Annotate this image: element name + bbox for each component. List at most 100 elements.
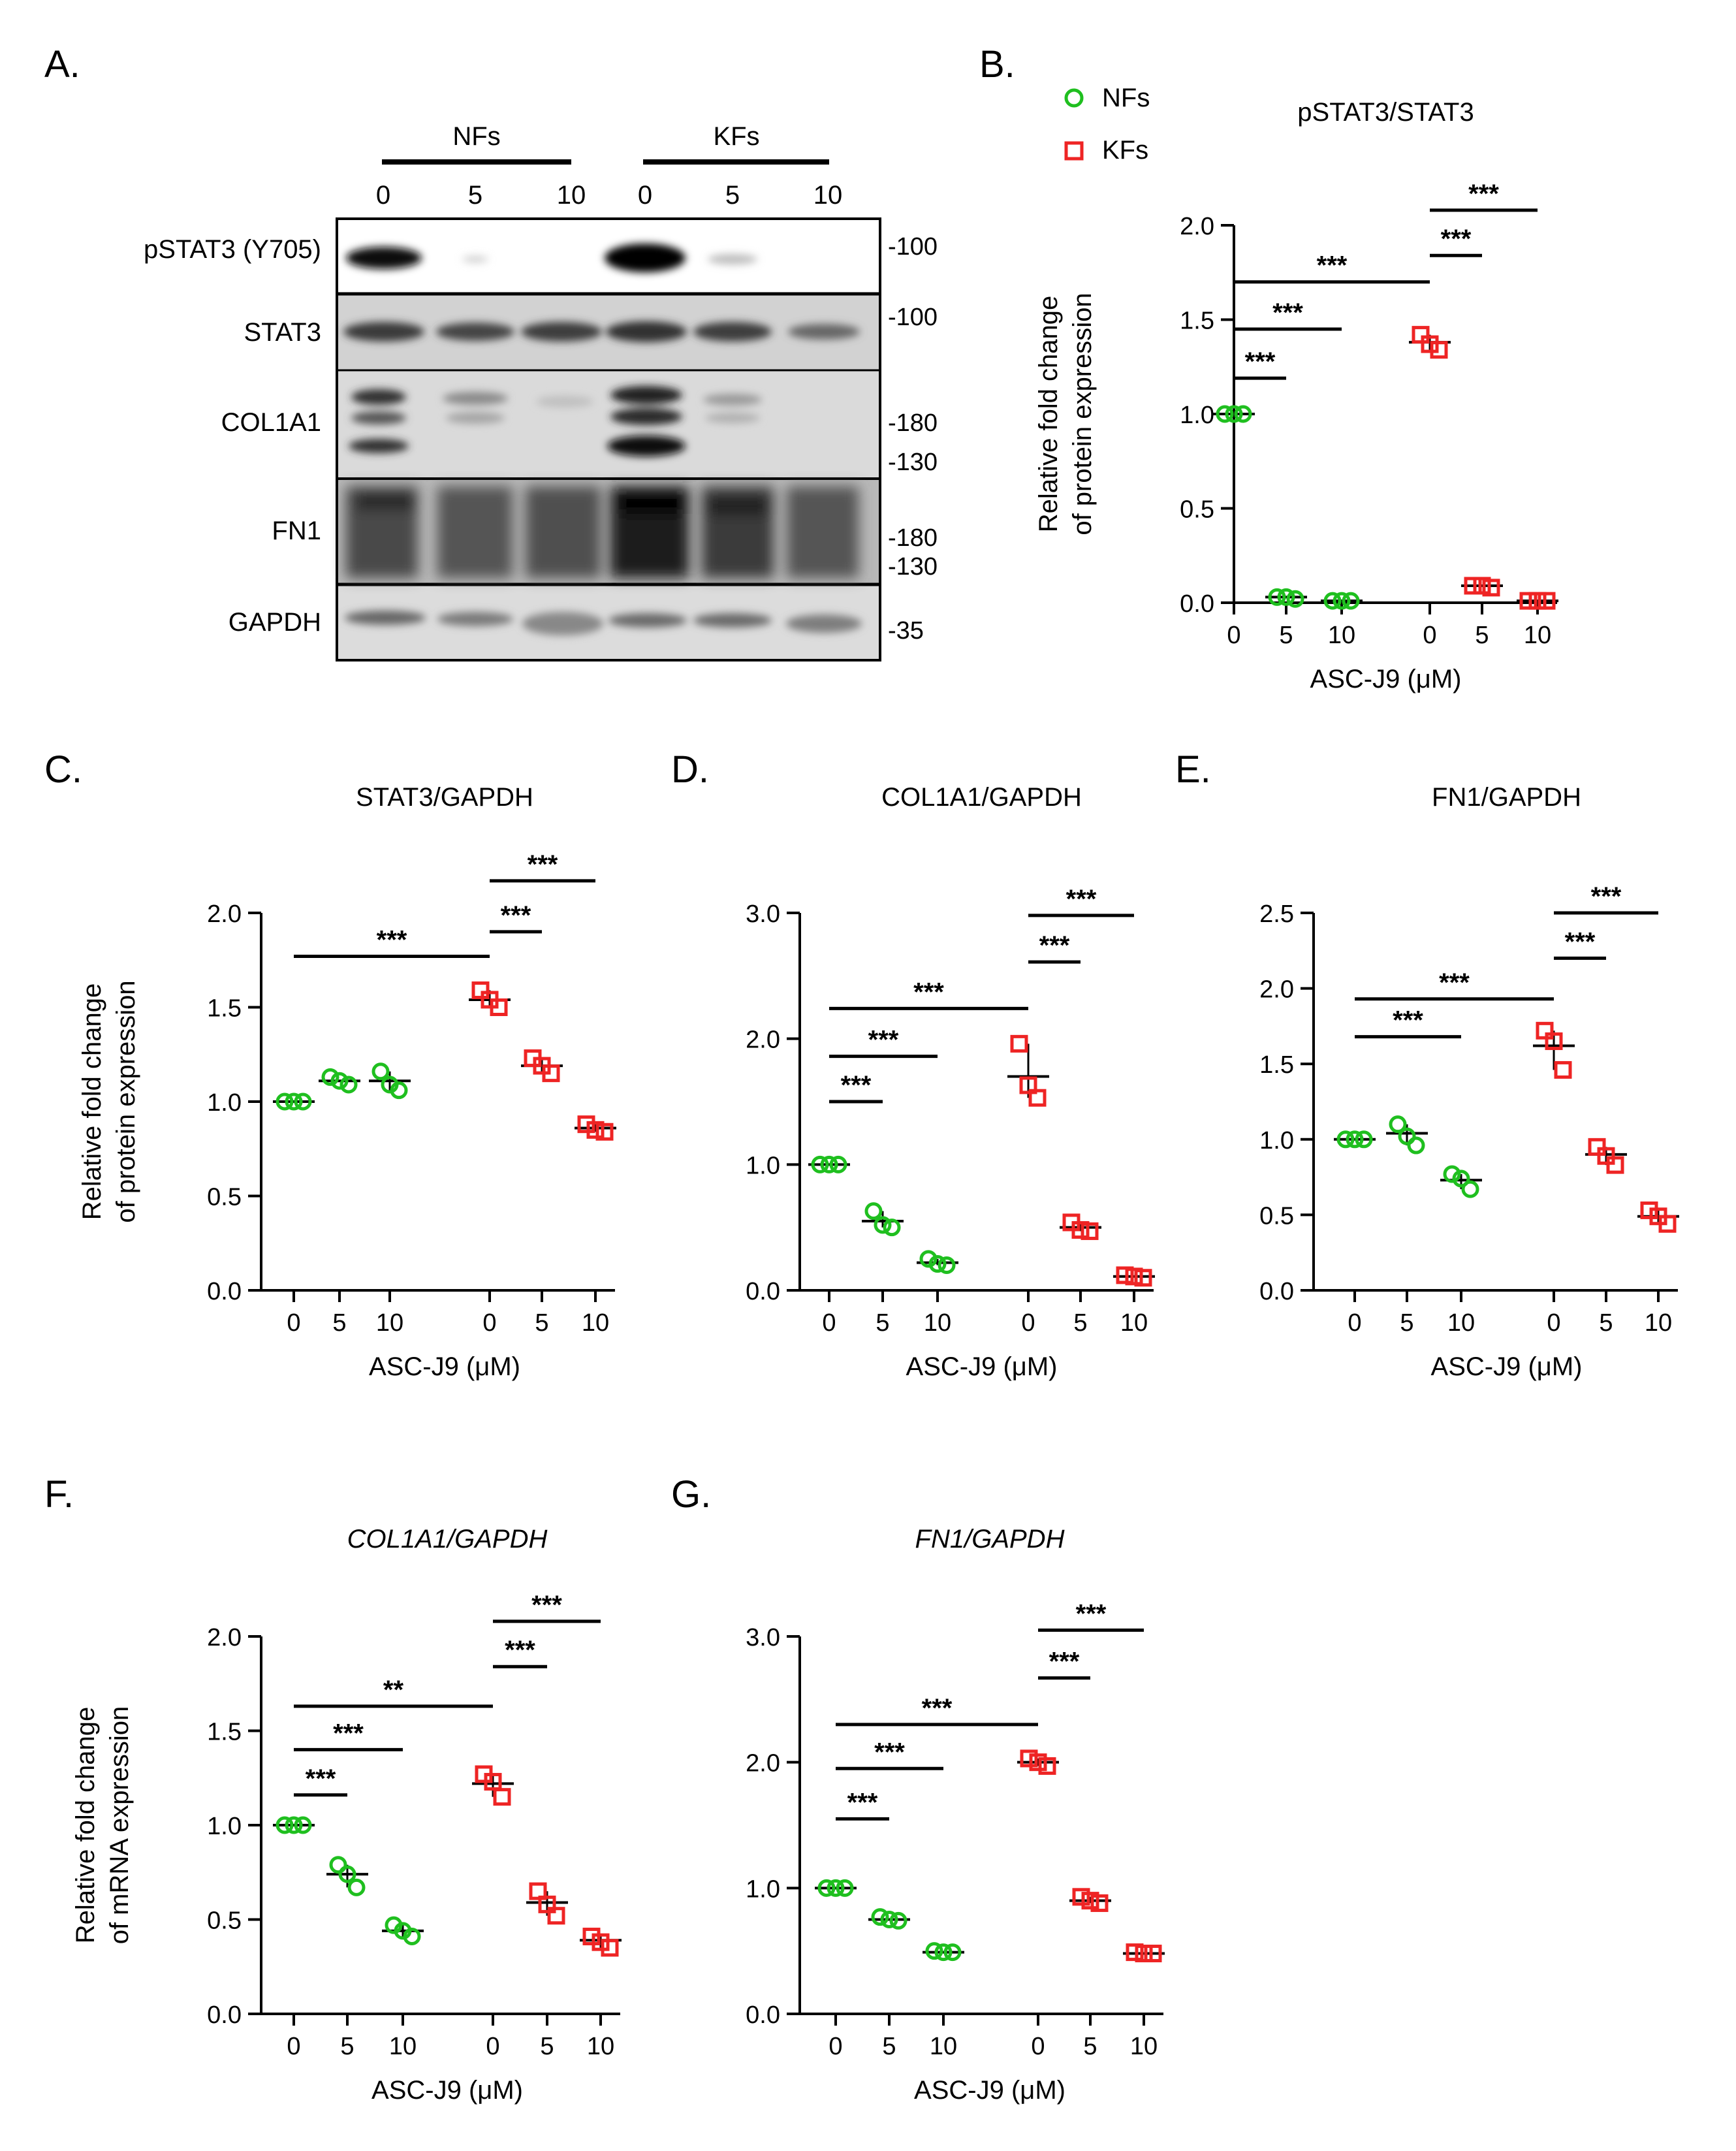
data-point-nf (330, 1072, 349, 1090)
data-point-kf (1071, 1221, 1090, 1239)
x-tick-label: 10 (1524, 622, 1551, 649)
x-tick-label: 0 (822, 1309, 836, 1337)
data-point-nf (1389, 1115, 1407, 1134)
legend: NFs KFs (1064, 84, 1150, 165)
data-point-nf (943, 1943, 962, 1962)
data-point-nf (836, 1879, 854, 1897)
significance-label: *** (1039, 931, 1070, 960)
data-point-kf (1536, 1021, 1554, 1040)
x-axis-label: ASC-J9 (μM) (369, 1352, 520, 1381)
wb-mw-marker: -100 (888, 233, 938, 261)
wb-bands-stat3 (343, 321, 860, 342)
y-tick-label: 1.0 (746, 1875, 780, 1903)
chart-title: COL1A1/GAPDH (347, 1525, 548, 1553)
significance-label: *** (1066, 885, 1097, 914)
y-tick-label: 2.5 (1259, 900, 1294, 928)
western-blot-panel: NFs KFs 0 5 10 0 5 10 (144, 122, 938, 661)
significance-label: *** (1441, 225, 1472, 253)
legend-kf-label: KFs (1102, 136, 1148, 165)
data-point-nf (880, 1911, 898, 1928)
data-point-kf (1028, 1089, 1047, 1107)
y-tick-label: 3.0 (746, 1624, 780, 1651)
data-point-kf (1019, 1076, 1037, 1094)
data-point-nf (1286, 590, 1304, 608)
y-tick-label: 1.0 (746, 1152, 780, 1179)
data-point-nf (371, 1062, 390, 1081)
significance-label: *** (528, 850, 558, 879)
x-tick-label: 0 (287, 1309, 300, 1337)
significance-label: *** (377, 925, 407, 954)
data-point-nf (1461, 1180, 1479, 1198)
x-axis-label: ASC-J9 (μM) (1431, 1352, 1583, 1381)
wb-row-label: pSTAT3 (Y705) (144, 235, 321, 264)
y-tick-label: 0.0 (1180, 590, 1214, 618)
data-point-nf (829, 1155, 847, 1173)
wb-dose-label: 10 (557, 181, 586, 210)
data-point-nf (1277, 588, 1295, 606)
x-tick-label: 0 (287, 2033, 300, 2060)
x-tick-label: 10 (1447, 1309, 1475, 1337)
legend-nf-marker (1064, 88, 1084, 108)
x-tick-label: 0 (1227, 622, 1240, 649)
significance-label: *** (874, 1738, 905, 1766)
chart-col1a1-gapdh-mrna: COL1A1/GAPDH 0.0 0.5 1.0 1.5 2.0 0 5 10 0 5 10 ASC-J… (71, 1525, 622, 2105)
panel-label-g: G. (671, 1473, 711, 1516)
data-point-kf (1072, 1888, 1090, 1906)
chart-stat3-gapdh: STAT3/GAPDH 0.0 0.5 1.0 1.5 2.0 0 5 10 0 5 10 ASC-J9… (78, 783, 616, 1381)
significance-label: *** (505, 1636, 535, 1665)
data-point-nf (390, 1081, 408, 1100)
x-tick-label: 0 (1031, 2033, 1045, 2060)
wb-mw-marker: -130 (888, 553, 938, 581)
significance-label: *** (1565, 927, 1596, 956)
data-point-kf (1081, 1222, 1099, 1240)
x-tick-label: 5 (540, 2033, 554, 2060)
x-tick-label: 5 (535, 1309, 548, 1337)
panel-label-c: C. (44, 748, 82, 791)
chart-fn1-gapdh-protein: FN1/GAPDH 0.0 0.5 1.0 1.5 2.0 2.5 0 5 10 0 5 10 ASC-J… (1259, 783, 1679, 1381)
data-point-kf (1473, 577, 1491, 595)
significance-label: *** (1468, 180, 1499, 208)
x-tick-label: 10 (1130, 2033, 1158, 2060)
wb-dose-label: 5 (468, 181, 482, 210)
x-tick-label: 0 (1021, 1309, 1035, 1337)
data-point-nf (329, 1856, 347, 1874)
data-point-kf (1090, 1894, 1109, 1912)
data-point-nf (889, 1911, 907, 1930)
wb-mw-marker: -35 (888, 617, 924, 645)
data-point-nf (285, 1092, 303, 1111)
significance-label: *** (847, 1788, 878, 1817)
x-tick-label: 10 (587, 2033, 614, 2060)
x-tick-label: 10 (376, 1309, 403, 1337)
wb-row-label: GAPDH (229, 608, 321, 637)
wb-mw-marker: -180 (888, 524, 938, 552)
chart-title: FN1/GAPDH (1432, 783, 1581, 812)
data-point-kf (586, 1121, 605, 1139)
data-point-kf (1020, 1749, 1038, 1768)
panel-label-d: D. (671, 748, 709, 791)
y-tick-label: 1.0 (1180, 402, 1214, 429)
data-point-nf (1234, 405, 1252, 423)
significance-label: *** (841, 1071, 872, 1100)
y-tick-label: 2.0 (1259, 976, 1294, 1004)
data-point-kf (1038, 1757, 1056, 1775)
panel-label-e: E. (1175, 748, 1211, 791)
y-tick-label: 1.0 (207, 1813, 242, 1840)
significance-label: *** (1439, 968, 1470, 997)
data-point-kf (1554, 1060, 1572, 1079)
data-point-kf (1588, 1138, 1606, 1156)
significance-label: *** (1272, 298, 1303, 327)
y-axis-label: Relative fold change of protein expressio… (78, 980, 140, 1222)
x-tick-label: 0 (486, 2033, 499, 2060)
data-point-kf (490, 998, 508, 1016)
x-tick-label: 5 (1475, 622, 1489, 649)
x-tick-label: 5 (340, 2033, 354, 2060)
y-tick-label: 2.0 (1180, 213, 1214, 240)
x-tick-label: 10 (1328, 622, 1355, 649)
y-tick-label: 0.5 (207, 1907, 242, 1935)
y-axis-label-line: of protein expression (1068, 293, 1097, 535)
wb-bands-gapdh (345, 611, 862, 635)
data-point-nf (403, 1928, 421, 1946)
data-point-nf (294, 1816, 312, 1834)
data-point-nf (934, 1943, 953, 1962)
